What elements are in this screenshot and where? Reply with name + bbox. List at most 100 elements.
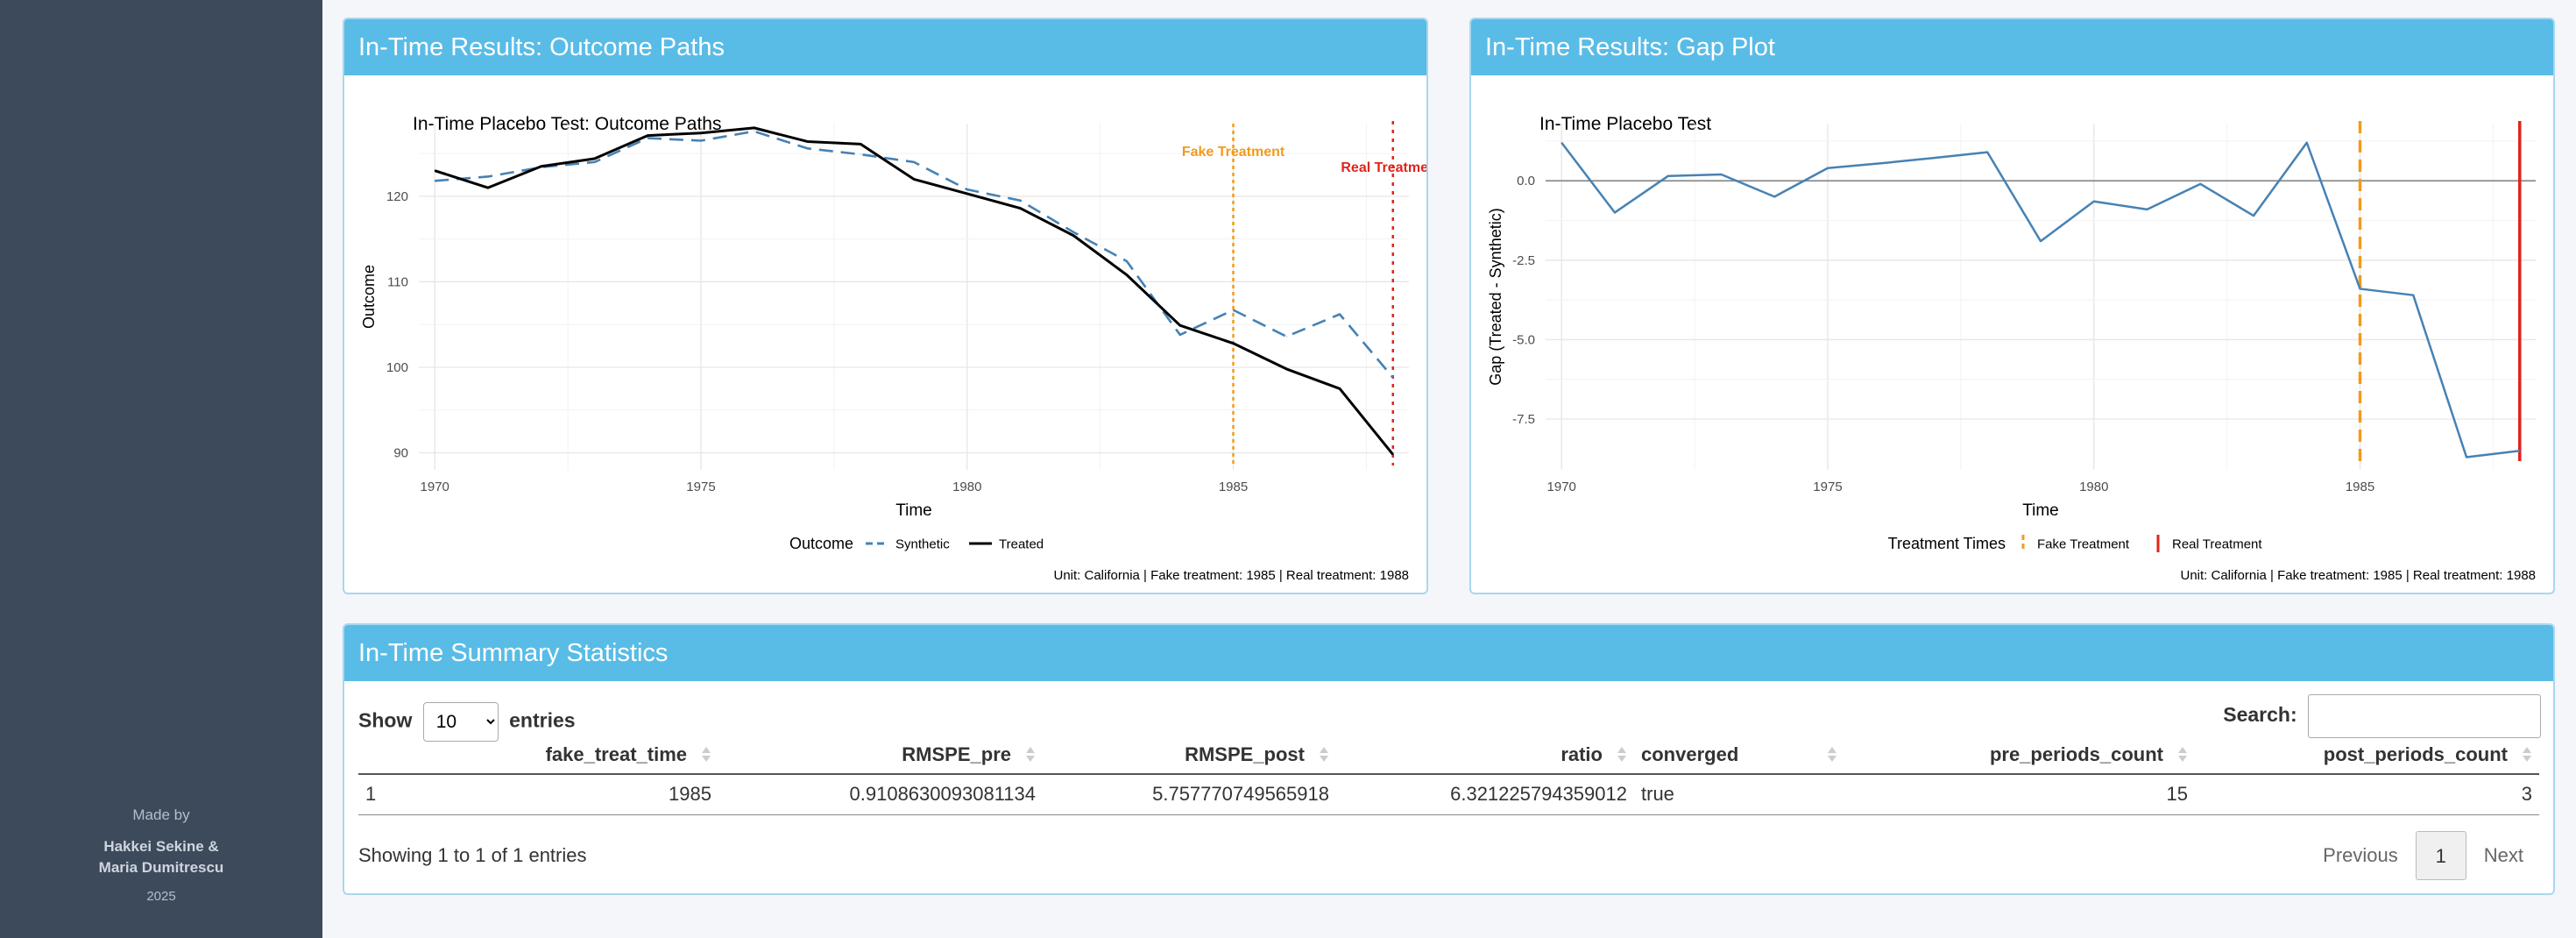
data-point — [1880, 162, 1882, 164]
table-info: Showing 1 to 1 of 1 entries — [358, 844, 587, 866]
column-header-index[interactable] — [358, 735, 435, 775]
table-cell-converged: true — [1634, 774, 1844, 815]
data-point — [913, 161, 915, 163]
data-point — [966, 188, 968, 190]
data-point — [1179, 334, 1181, 336]
data-point — [1285, 336, 1287, 338]
data-point — [700, 132, 702, 134]
column-header-rmspe-pre[interactable]: RMSPE_pre — [718, 735, 1043, 775]
sort-icon — [2522, 747, 2532, 763]
x-tick-label: 1970 — [1547, 480, 1576, 494]
sort-icon — [1025, 747, 1036, 763]
data-point — [1339, 387, 1341, 389]
x-axis-title: Time — [2022, 501, 2059, 520]
x-tick-label: 1985 — [2346, 480, 2374, 494]
column-header-pre-periods-count[interactable]: pre_periods_count — [1844, 735, 2195, 775]
data-point — [1072, 235, 1074, 237]
table-cell-rmspe-post: 5.757770749565918 — [1043, 774, 1336, 815]
column-header-ratio[interactable]: ratio — [1336, 735, 1634, 775]
data-point — [2306, 142, 2308, 144]
data-point — [1179, 324, 1181, 326]
series-line-1 — [434, 126, 1394, 456]
treatment-label: Fake Treatment — [1182, 145, 1285, 160]
gap-plot-header: In-Time Results: Gap Plot — [1471, 19, 2553, 75]
search-control: Search: — [2223, 694, 2541, 738]
show-label: Show — [358, 708, 413, 732]
y-tick-label: 120 — [386, 189, 408, 204]
made-by-label: Made by — [132, 807, 190, 823]
data-point — [2093, 201, 2095, 203]
data-point — [487, 175, 489, 177]
x-tick-label: 1970 — [421, 480, 449, 494]
table-cell-ratio: 6.321225794359012 — [1336, 774, 1634, 815]
search-label: Search: — [2223, 703, 2297, 727]
data-point — [1827, 167, 1829, 169]
y-tick-label: 100 — [386, 360, 408, 375]
next-page-button[interactable]: Next — [2483, 844, 2523, 866]
column-header-fake-treat-time[interactable]: fake_treat_time — [435, 735, 718, 775]
data-point — [2147, 209, 2148, 210]
table-cell-index: 1 — [358, 774, 435, 815]
sidebar: Made by Hakkei Sekine & Maria Dumitrescu… — [0, 0, 322, 938]
y-axis-title: Gap (Treated - Synthetic) — [1487, 208, 1504, 385]
data-point — [860, 143, 861, 145]
data-point — [913, 178, 915, 180]
gap-plot-box: In-Time Results: Gap Plot In-Time Placeb… — [1469, 18, 2555, 594]
legend-label: Real Treatment — [2172, 537, 2262, 552]
outcome-paths-chart: In-Time Placebo Test: Outcome Paths 90 100… — [360, 114, 1426, 583]
treatment-label: Real Treatmen — [1341, 160, 1426, 175]
credits-year: 2025 — [146, 889, 176, 904]
y-tick-label: 0.0 — [1517, 174, 1535, 188]
sort-icon — [1617, 747, 1627, 763]
data-point — [593, 161, 595, 163]
y-tick-label: 110 — [387, 274, 408, 289]
data-point — [1933, 157, 1935, 159]
y-tick-label: -7.5 — [1512, 412, 1535, 427]
data-point — [1285, 368, 1287, 370]
data-point — [1392, 453, 1394, 455]
legend-label: Synthetic — [895, 537, 950, 552]
data-point — [1020, 200, 1022, 202]
x-tick-label: 1975 — [686, 480, 715, 494]
table-cell-post-periods-count: 3 — [2195, 774, 2539, 815]
x-tick-label: 1980 — [2079, 480, 2108, 494]
column-header-rmspe-post[interactable]: RMSPE_post — [1043, 735, 1336, 775]
column-header-post-periods-count[interactable]: post_periods_count — [2195, 735, 2539, 775]
legend-label: Fake Treatment — [2037, 537, 2130, 552]
summary-statistics-header: In-Time Summary Statistics — [344, 625, 2553, 681]
author-line-1: Hakkei Sekine & — [103, 838, 219, 855]
table-header-row: fake_treat_time RMSPE_pre RMSPE_post rat… — [358, 735, 2539, 775]
summary-table: fake_treat_time RMSPE_pre RMSPE_post rat… — [358, 735, 2539, 815]
chart-caption: Unit: California | Fake treatment: 1985 … — [1054, 568, 1410, 583]
data-point — [2199, 183, 2201, 185]
y-tick-label: 90 — [393, 445, 408, 460]
table-cell-fake-treat-time: 1985 — [435, 774, 718, 815]
data-point — [806, 140, 808, 142]
data-point — [1233, 343, 1235, 345]
page-1-button[interactable]: 1 — [2415, 831, 2466, 880]
data-point — [1126, 274, 1128, 276]
outcome-paths-header: In-Time Results: Outcome Paths — [344, 19, 1426, 75]
data-point — [2040, 240, 2042, 242]
outcome-paths-box: In-Time Results: Outcome Paths In-Time P… — [343, 18, 1428, 594]
data-point — [1126, 260, 1128, 262]
previous-page-button[interactable]: Previous — [2323, 844, 2398, 866]
search-input[interactable] — [2308, 694, 2541, 738]
y-axis-title: Outcome — [360, 265, 378, 329]
data-point — [1614, 211, 1616, 213]
chart-caption: Unit: California | Fake treatment: 1985 … — [2181, 568, 2537, 583]
author-line-2: Maria Dumitrescu — [98, 859, 224, 876]
chart-title: In-Time Placebo Test: Outcome Paths — [413, 114, 722, 134]
data-point — [700, 140, 702, 142]
pagination: Previous 1 Next — [2305, 831, 2541, 880]
column-header-converged[interactable]: converged — [1634, 735, 1844, 775]
x-tick-label: 1975 — [1813, 480, 1842, 494]
sort-icon — [701, 747, 711, 763]
chart-title: In-Time Placebo Test — [1539, 114, 1711, 134]
data-point — [1072, 231, 1074, 233]
table-cell-rmspe-pre: 0.9108630093081134 — [718, 774, 1043, 815]
data-point — [1020, 208, 1022, 210]
sort-icon — [1827, 747, 1837, 763]
table-row[interactable]: 1 1985 0.9108630093081134 5.757770749565… — [358, 774, 2539, 815]
data-point — [1986, 152, 1988, 153]
